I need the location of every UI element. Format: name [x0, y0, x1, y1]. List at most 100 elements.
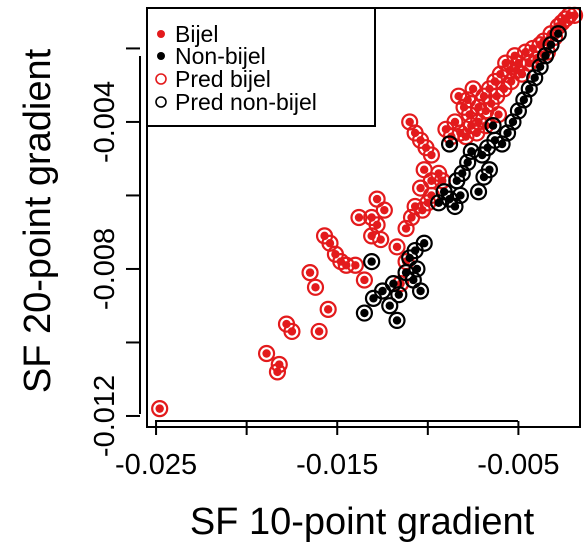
data-point-bijel [375, 201, 393, 219]
class-dot [378, 286, 387, 296]
prediction-ring [462, 142, 480, 160]
class-dot [434, 198, 443, 207]
class-dot [458, 169, 467, 178]
y-axis-title: SF 20-point gradient [17, 48, 59, 393]
prediction-ring [388, 238, 406, 256]
class-dot [419, 165, 429, 174]
class-dot [530, 73, 539, 83]
legend-marker-non-bijel [157, 52, 165, 60]
prediction-ring [440, 135, 459, 153]
x-axis: -0.025 -0.015 -0.005 [115, 420, 560, 481]
class-dot [376, 235, 385, 244]
class-dot [570, 11, 579, 20]
class-dot [490, 77, 500, 86]
prediction-ring [388, 311, 406, 330]
class-dot [416, 136, 425, 145]
prediction-ring [480, 161, 499, 179]
class-dot [481, 106, 490, 116]
class-dot [372, 194, 382, 204]
class-dot [416, 286, 425, 296]
legend-item-bijel: Bijel [157, 21, 218, 47]
legend-label-pred-non-bijel: Pred non-bijel [175, 89, 317, 115]
class-dot [325, 239, 335, 248]
class-dot [450, 117, 460, 127]
class-dot [367, 257, 376, 266]
data-point-non-bijel [363, 253, 381, 271]
prediction-ring [549, 25, 567, 43]
class-dot [418, 205, 427, 215]
y-axis-ticks: -0.012 -0.008 -0.004 [89, 47, 140, 457]
class-dot [506, 77, 516, 86]
class-dot [360, 308, 369, 318]
class-dot [416, 183, 425, 193]
class-dot [463, 95, 472, 105]
class-dot [311, 283, 320, 292]
class-dot [554, 29, 563, 38]
data-point-bijel [350, 208, 368, 227]
data-point-bijel [306, 278, 325, 296]
prediction-ring [355, 304, 374, 322]
class-dot [367, 213, 376, 222]
class-dot [394, 290, 404, 299]
legend: Bijel Non-bijel Pred bijel Pred non-bije… [146, 7, 376, 127]
data-point-bijel [268, 363, 287, 381]
data-point-non-bijel [459, 153, 477, 171]
data-point-non-bijel [549, 25, 567, 43]
prediction-ring [375, 201, 393, 219]
class-dot [401, 224, 411, 233]
data-point-non-bijel [480, 161, 499, 179]
prediction-ring [459, 153, 477, 171]
class-dot [525, 84, 534, 94]
class-dot [477, 150, 487, 160]
class-dot [421, 143, 431, 152]
class-dot [474, 187, 483, 196]
class-dot [445, 194, 454, 204]
prediction-ring [257, 344, 276, 363]
prediction-ring [310, 322, 328, 341]
class-dot [369, 294, 378, 303]
data-points [151, 6, 584, 418]
data-point-bijel [283, 322, 301, 341]
data-point-non-bijel [415, 234, 433, 252]
data-point-non-bijel [484, 117, 502, 135]
class-dot [508, 117, 518, 127]
data-point-bijel [372, 230, 390, 249]
class-dot [372, 220, 382, 230]
class-dot [262, 349, 271, 358]
x-tick-label: -0.015 [296, 449, 378, 481]
y-tick-label: -0.008 [89, 228, 121, 310]
legend-box [146, 7, 376, 127]
class-dot [392, 242, 402, 252]
prediction-ring [484, 117, 502, 135]
class-dot [314, 327, 324, 336]
data-point-bijel [301, 264, 319, 282]
prediction-ring [306, 278, 325, 296]
prediction-ring [469, 183, 488, 201]
class-dot [427, 150, 436, 160]
x-axis-ticks: -0.025 -0.015 -0.005 [115, 421, 560, 481]
data-point-non-bijel [411, 282, 430, 300]
class-dot [465, 110, 474, 119]
prediction-ring [319, 300, 337, 318]
data-point-bijel [422, 146, 441, 164]
class-dot [360, 275, 369, 285]
legend-label-bijel: Bijel [175, 21, 218, 47]
legend-marker-pred-non-bijel [155, 96, 167, 108]
class-dot [392, 316, 402, 325]
class-dot [445, 139, 454, 149]
data-point-bijel [310, 322, 328, 341]
legend-item-pred-bijel: Pred bijel [155, 66, 271, 92]
legend-label-pred-bijel: Pred bijel [175, 66, 271, 92]
x-tick-label: -0.005 [477, 449, 559, 481]
x-tick-label: -0.025 [115, 449, 197, 481]
data-point-bijel [355, 271, 374, 289]
prediction-ring [350, 208, 368, 227]
data-point-bijel [151, 400, 169, 418]
prediction-ring [372, 230, 390, 249]
class-dot [546, 40, 556, 49]
class-dot [351, 261, 360, 270]
class-dot [479, 172, 489, 182]
class-dot [389, 279, 398, 288]
class-dot [456, 191, 465, 200]
